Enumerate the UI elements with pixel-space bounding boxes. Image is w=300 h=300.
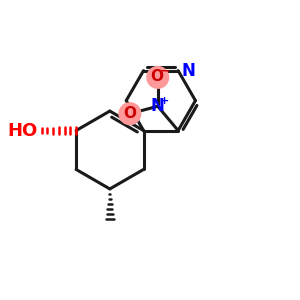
Text: N: N [182,61,196,80]
Text: O: O [123,106,136,121]
Text: +: + [160,96,170,106]
Circle shape [146,66,169,89]
Text: O: O [150,69,164,84]
Text: HO: HO [8,122,38,140]
Text: N: N [151,97,165,115]
Circle shape [118,102,141,125]
Text: −: − [159,64,170,78]
